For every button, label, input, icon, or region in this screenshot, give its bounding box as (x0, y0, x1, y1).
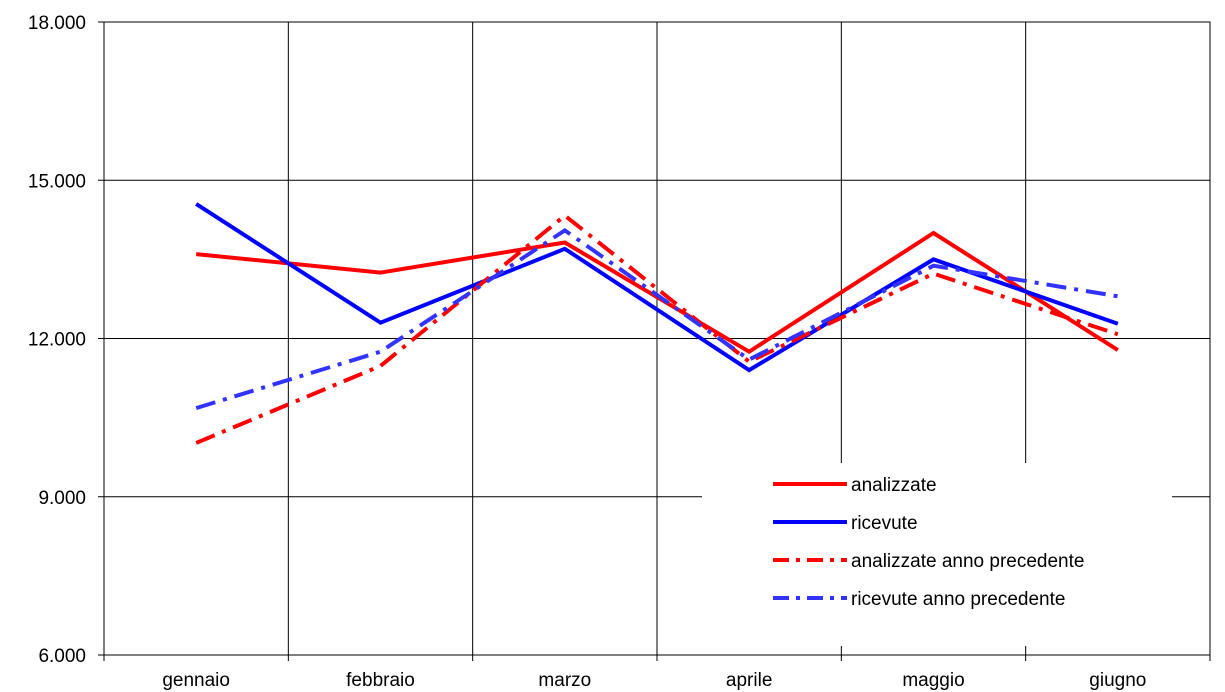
x-tick-label: maggio (902, 670, 964, 691)
series-lines (195, 202, 1119, 445)
legend-box (702, 463, 1172, 646)
x-tick-label: aprile (726, 670, 772, 691)
y-tick-label: 15.000 (28, 171, 86, 192)
y-tick-label: 6.000 (38, 646, 86, 667)
series-line-2 (195, 202, 1119, 373)
legend-label: ricevute (851, 513, 918, 534)
y-tick-label: 18.000 (28, 13, 86, 34)
legend-label: analizzate anno precedente (851, 551, 1084, 572)
x-tick-label: giugno (1089, 670, 1146, 691)
legend-label: analizzate (851, 475, 937, 496)
x-axis-ticks: gennaio febbraio marzo aprile maggio giugno (103, 655, 1211, 691)
y-axis-ticks: 6.000 9.000 12.000 15.000 18.000 (28, 13, 104, 667)
legend-label: ricevute anno precedente (851, 589, 1065, 610)
y-tick-label: 12.000 (28, 330, 86, 351)
series-line-4 (195, 227, 1119, 411)
legend: analizzate ricevute analizzate anno preced… (702, 463, 1172, 646)
x-tick-label: gennaio (162, 670, 230, 691)
y-tick-label: 9.000 (38, 488, 86, 509)
x-tick-label: febbraio (346, 670, 415, 691)
x-tick-label: marzo (538, 670, 591, 691)
series-line-3 (195, 213, 1119, 445)
